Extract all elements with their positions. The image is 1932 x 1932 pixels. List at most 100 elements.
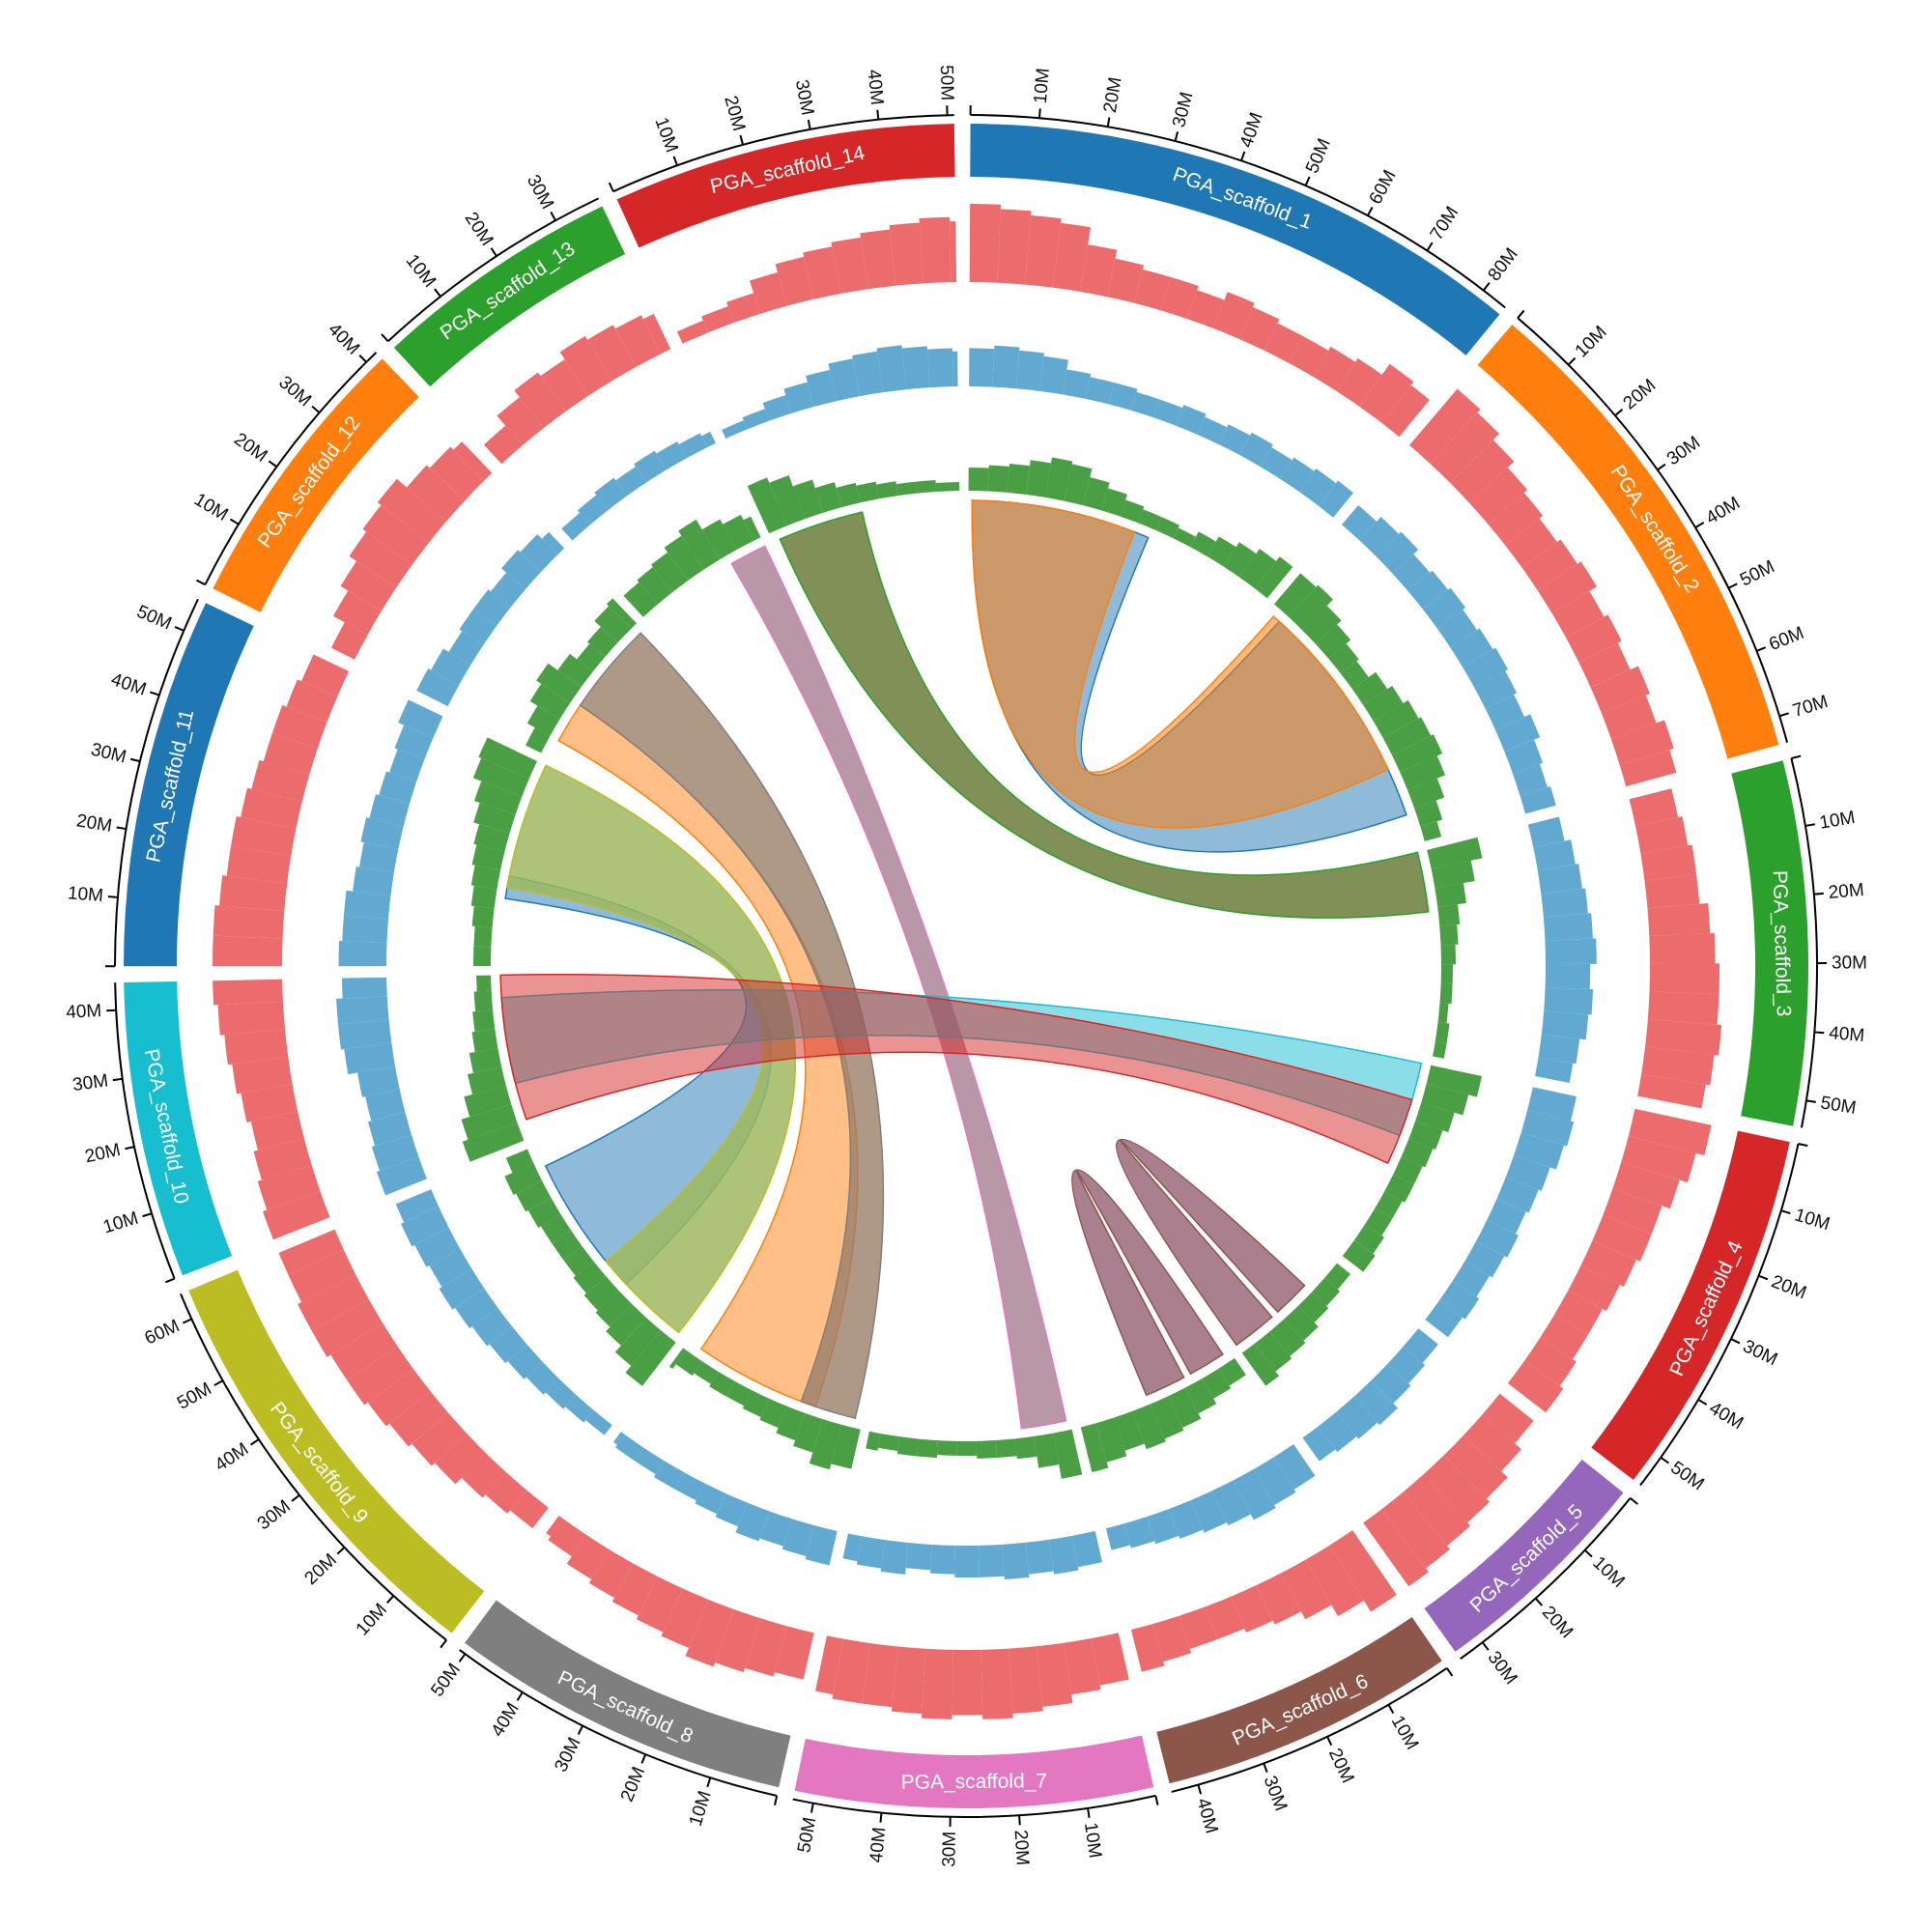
link-ribbon[interactable] (971, 499, 1389, 829)
ideogram-PGA_scaffold_11[interactable] (124, 603, 254, 967)
histogram-bar (997, 209, 1032, 285)
ideogram-PGA_scaffold_3[interactable] (1731, 760, 1808, 1126)
link-ribbon[interactable] (1071, 1169, 1224, 1397)
histogram-bar (1430, 412, 1500, 483)
histogram-bar (995, 1438, 1017, 1459)
histogram-bar (1437, 904, 1461, 926)
tick-mark (1037, 108, 1041, 119)
histogram-bar (473, 802, 516, 834)
histogram-bar (895, 481, 918, 497)
histogram-bar (1231, 1585, 1273, 1634)
histogram-bar (1281, 1559, 1332, 1620)
tick-label: 40M (867, 1827, 891, 1864)
histogram-bar (793, 1412, 824, 1453)
histogram-bar (1401, 1139, 1434, 1168)
histogram-bar (1543, 913, 1593, 941)
link-ribbon[interactable] (779, 511, 1430, 919)
tick-mark (1780, 1209, 1791, 1215)
tick-mark (142, 1212, 153, 1218)
histogram-bar (1375, 1191, 1403, 1219)
tick-label: 50M (794, 1816, 820, 1855)
histogram-bar (678, 433, 708, 459)
histogram-bar (815, 1635, 843, 1695)
histogram-bar (1313, 346, 1356, 391)
histogram-bar (701, 519, 737, 559)
histogram-bar (1150, 1396, 1184, 1439)
tick-label: 20M (617, 1764, 649, 1804)
histogram-bar (1311, 1277, 1341, 1307)
histogram-bar (1014, 1435, 1037, 1460)
link-ribbon[interactable] (1116, 1138, 1306, 1347)
axis-start-tick (1517, 309, 1525, 319)
tick-label: 30M (1169, 90, 1197, 129)
ideogram-PGA_scaffold_7[interactable] (794, 1735, 1154, 1808)
histogram-bar (337, 1019, 392, 1050)
histogram-bar (473, 781, 523, 815)
tick-mark (1813, 892, 1824, 895)
link-ribbon[interactable] (499, 974, 1413, 1165)
histogram-bar (742, 409, 770, 430)
ideogram-PGA_scaffold_10[interactable] (124, 980, 233, 1276)
histogram-bar (330, 622, 368, 660)
ideogram-PGA_scaffold_13[interactable] (393, 206, 626, 387)
tick-label: 30M (551, 1734, 584, 1775)
histogram-bar (1452, 1261, 1490, 1297)
histogram-bar (1015, 350, 1044, 391)
tick-mark (577, 1725, 584, 1735)
tick-mark (1106, 117, 1111, 128)
tick-label: 40M (108, 669, 149, 700)
histogram-bar (1026, 460, 1051, 497)
tick-label: 30M (1663, 433, 1704, 470)
histogram-bar (1580, 1240, 1636, 1287)
histogram-bar (1408, 1121, 1443, 1151)
ideogram-PGA_scaffold_14[interactable] (616, 124, 955, 248)
histogram-bar (1048, 1535, 1079, 1575)
axis-line (1790, 757, 1819, 1128)
histogram-bar (1179, 1606, 1218, 1649)
histogram-bar (461, 1453, 506, 1498)
histogram-bar (1476, 1219, 1519, 1258)
histogram-bar (952, 351, 958, 387)
tick-label: 10M (1387, 1713, 1423, 1754)
tick-mark (213, 1379, 224, 1386)
histogram-bar (1464, 1240, 1505, 1278)
ideogram-PGA_scaffold_1[interactable] (970, 124, 1500, 355)
link-ribbon[interactable] (579, 632, 885, 1420)
histogram-bar (1482, 1393, 1534, 1444)
ideogram-PGA_scaffold_8[interactable] (465, 1600, 791, 1788)
histogram-bar (1463, 647, 1509, 688)
tick-label: 20M (1010, 1830, 1033, 1866)
histogram-bar (1436, 610, 1477, 648)
histogram-bar (1205, 1596, 1245, 1639)
ideogram-PGA_scaffold_6[interactable] (1156, 1617, 1442, 1784)
tick-mark (1694, 522, 1705, 528)
histogram-bar (401, 1206, 449, 1247)
histogram-bar (435, 1433, 486, 1485)
histogram-bar (831, 1424, 861, 1469)
histogram-bar (1371, 1363, 1411, 1404)
tick-mark (1657, 463, 1666, 471)
tick-mark (129, 757, 141, 763)
histogram-bar (1299, 469, 1336, 506)
axis-line (970, 114, 1506, 309)
tick-label: 20M (1324, 1746, 1358, 1786)
ideogram-PGA_scaffold_2[interactable] (1477, 325, 1779, 759)
tick-mark (550, 212, 556, 221)
histogram-bar (954, 1545, 980, 1577)
histogram-bar (1190, 1491, 1228, 1533)
tick-mark (112, 1077, 123, 1082)
tick-label: 40M (864, 69, 888, 106)
histogram-bar (1085, 377, 1115, 405)
histogram-bar (461, 1104, 518, 1140)
ideogram-PGA_scaffold_9[interactable] (188, 1269, 485, 1634)
link-ribbon[interactable] (730, 545, 1067, 1430)
tick-label: 10M (1080, 1821, 1105, 1860)
axis-start-tick (440, 1639, 447, 1649)
histogram-bar (563, 1246, 594, 1276)
ideogram-PGA_scaffold_4[interactable] (1591, 1130, 1790, 1481)
histogram-bar (1273, 1444, 1316, 1490)
histogram-bar (470, 885, 497, 909)
ideogram-PGA_scaffold_5[interactable] (1424, 1459, 1624, 1652)
ideogram-PGA_scaffold_12[interactable] (213, 358, 419, 612)
histogram-bar (536, 663, 582, 703)
